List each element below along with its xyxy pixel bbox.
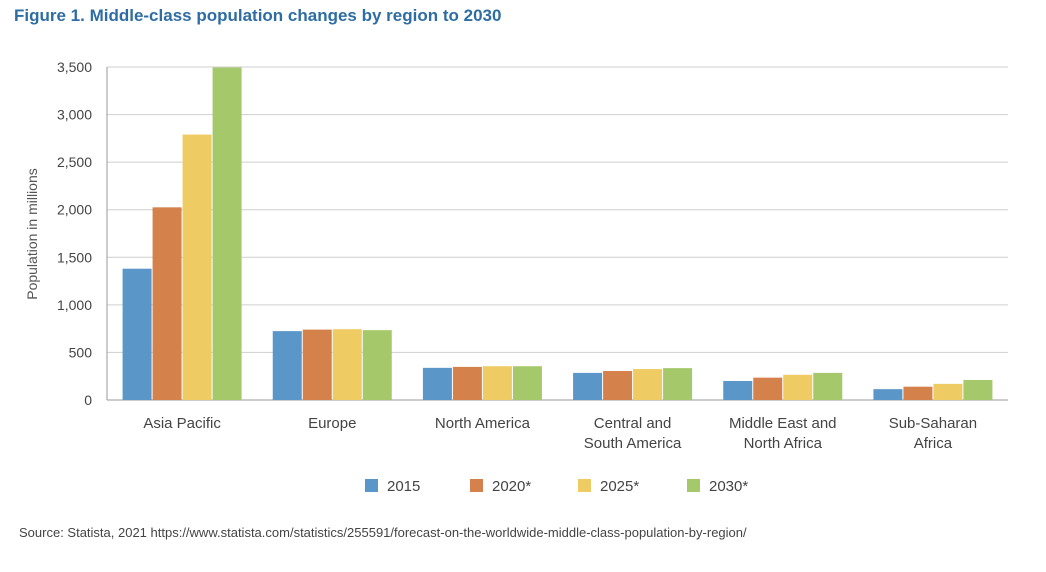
y-axis: 0 500 1,000 1,500 2,000 2,500 3,000 3,500 — [57, 59, 92, 408]
legend-label: 2015 — [387, 478, 420, 495]
x-category-label: North America — [435, 415, 531, 432]
y-tick-label: 1,500 — [57, 249, 92, 265]
y-tick-label: 2,000 — [57, 202, 92, 218]
bar — [272, 331, 302, 400]
y-tick-label: 3,000 — [57, 107, 92, 123]
bar-chart: 0 500 1,000 1,500 2,000 2,500 3,000 3,500 Asia … — [24, 59, 1008, 495]
bar — [933, 383, 963, 400]
source-note: Source: Statista, 2021 https://www.stati… — [19, 525, 747, 540]
bar — [813, 372, 843, 400]
bar — [963, 380, 993, 400]
y-axis-title: Population in millions — [24, 168, 40, 300]
legend-label: 2025* — [600, 478, 639, 495]
bar — [603, 370, 633, 400]
bar — [783, 374, 813, 400]
bar — [182, 134, 212, 400]
legend-swatch — [687, 479, 700, 492]
legend-swatch — [470, 479, 483, 492]
x-category-label: North Africa — [744, 435, 823, 452]
y-tick-label: 3,500 — [57, 59, 92, 75]
x-category-label: South America — [584, 435, 682, 452]
chart-title: Figure 1. Middle-class population change… — [14, 6, 502, 25]
legend-label: 2020* — [492, 478, 531, 495]
bar — [362, 330, 392, 400]
bar — [152, 207, 182, 400]
legend: 2015 2020* 2025* 2030* — [365, 478, 748, 495]
x-category-label: Asia Pacific — [143, 415, 221, 432]
gridlines — [106, 66, 1008, 401]
bars — [122, 67, 993, 401]
bar — [512, 366, 542, 400]
x-axis-categories: Asia Pacific Europe North America Central a… — [143, 415, 977, 452]
x-category-label: Sub-Saharan — [889, 415, 977, 432]
x-category-label: Central and — [594, 415, 672, 432]
y-tick-label: 1,000 — [57, 297, 92, 313]
y-tick-label: 500 — [69, 344, 93, 360]
x-category-label: Middle East and — [729, 415, 837, 432]
bar — [302, 329, 332, 400]
bar — [873, 389, 903, 400]
bar — [633, 369, 663, 400]
legend-swatch — [365, 479, 378, 492]
bar — [482, 366, 512, 400]
bar — [573, 372, 603, 400]
legend-label: 2030* — [709, 478, 748, 495]
y-tick-label: 0 — [84, 392, 92, 408]
bar — [122, 268, 152, 400]
bar — [723, 380, 753, 400]
bar — [452, 366, 482, 400]
y-tick-label: 2,500 — [57, 154, 92, 170]
x-category-label: Europe — [308, 415, 356, 432]
legend-swatch — [578, 479, 591, 492]
bar — [903, 386, 933, 400]
bar — [332, 329, 362, 400]
x-category-label: Africa — [914, 435, 953, 452]
bar — [753, 377, 783, 400]
bar — [212, 67, 242, 401]
bar — [422, 367, 452, 400]
bar — [663, 368, 693, 400]
